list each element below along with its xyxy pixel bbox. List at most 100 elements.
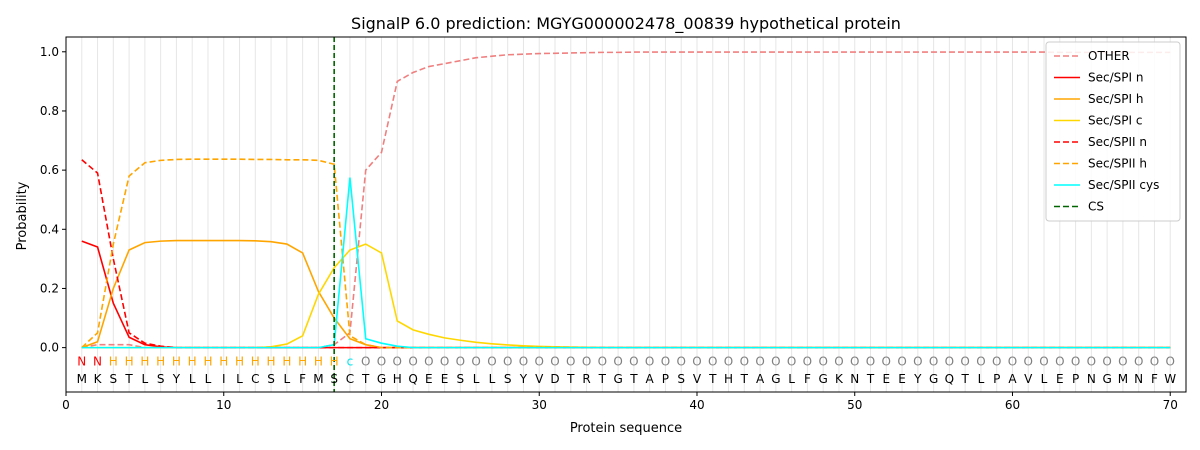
- legend: OTHER Sec/SPI n Sec/SPI h Sec/SPI c Sec/SPII…: [1045, 41, 1181, 222]
- residue-label-11: L: [236, 372, 243, 386]
- region-label-54: O: [913, 354, 922, 368]
- residue-label-60: A: [1008, 372, 1017, 386]
- region-label-50: O: [850, 354, 859, 368]
- region-label-46: O: [787, 354, 796, 368]
- sequence-labels: NMNKHSHTHLHSHYHLHLHIHLHCHSHLHFHMHScCOTOG…: [77, 354, 1177, 386]
- region-label-22: O: [408, 354, 417, 368]
- residue-label-50: N: [850, 372, 859, 386]
- y-tick-label-1: 0.2: [40, 281, 59, 295]
- residue-label-35: G: [613, 372, 622, 386]
- region-label-61: O: [1024, 354, 1033, 368]
- residue-label-17: S: [330, 372, 338, 386]
- residue-label-61: V: [1024, 372, 1033, 386]
- residue-label-47: F: [804, 372, 811, 386]
- region-label-32: O: [566, 354, 575, 368]
- region-label-24: O: [440, 354, 449, 368]
- residue-label-43: T: [740, 372, 749, 386]
- y-tick-label-2: 0.4: [40, 222, 59, 236]
- region-label-25: O: [456, 354, 465, 368]
- region-label-1: N: [77, 354, 86, 368]
- region-label-48: O: [818, 354, 827, 368]
- region-label-29: O: [519, 354, 528, 368]
- region-label-68: O: [1134, 354, 1143, 368]
- residue-label-37: A: [646, 372, 655, 386]
- residue-label-4: T: [124, 372, 133, 386]
- region-label-8: H: [188, 354, 197, 368]
- region-label-4: H: [125, 354, 134, 368]
- x-axis-label: Protein sequence: [570, 421, 682, 436]
- residue-label-46: L: [788, 372, 795, 386]
- series-line-1: [81, 240, 1171, 349]
- residue-label-2: K: [94, 372, 103, 386]
- y-tick-label-0: 0.0: [40, 341, 59, 355]
- legend-label-3: Sec/SPI c: [1088, 114, 1142, 128]
- residue-label-40: V: [693, 372, 702, 386]
- legend-label-1: Sec/SPI n: [1088, 71, 1143, 85]
- region-label-41: O: [708, 354, 717, 368]
- residue-label-36: T: [629, 372, 638, 386]
- region-label-56: O: [945, 354, 954, 368]
- region-label-55: O: [929, 354, 938, 368]
- region-label-66: O: [1102, 354, 1111, 368]
- y-tick-label-4: 0.8: [40, 104, 59, 118]
- series-line-2: [81, 239, 1171, 349]
- residue-label-63: E: [1056, 372, 1064, 386]
- residue-label-1: M: [77, 372, 87, 386]
- residue-label-20: G: [377, 372, 386, 386]
- region-label-9: H: [203, 354, 212, 368]
- region-label-3: H: [109, 354, 118, 368]
- region-label-12: H: [251, 354, 260, 368]
- region-label-2: N: [93, 354, 102, 368]
- region-label-57: O: [960, 354, 969, 368]
- plot-area: [81, 37, 1171, 392]
- region-label-67: O: [1118, 354, 1127, 368]
- residue-label-25: S: [457, 372, 465, 386]
- region-label-58: O: [976, 354, 985, 368]
- residue-label-49: K: [835, 372, 844, 386]
- residue-label-44: A: [756, 372, 765, 386]
- legend-box: [1045, 41, 1181, 222]
- region-label-37: O: [645, 354, 654, 368]
- region-label-63: O: [1055, 354, 1064, 368]
- region-label-27: O: [487, 354, 496, 368]
- residue-label-56: Q: [945, 372, 954, 386]
- chart-title: SignalP 6.0 prediction: MGYG000002478_00…: [351, 14, 901, 34]
- y-tick-label-3: 0.6: [40, 163, 59, 177]
- region-label-39: O: [676, 354, 685, 368]
- region-label-70: O: [1165, 354, 1174, 368]
- residue-label-34: T: [598, 372, 607, 386]
- y-axis: 0.0 0.2 0.4 0.6 0.8 1.0: [40, 45, 66, 355]
- residue-label-14: L: [284, 372, 291, 386]
- residue-label-59: P: [993, 372, 1000, 386]
- region-label-33: O: [582, 354, 591, 368]
- residue-label-31: D: [550, 372, 559, 386]
- region-label-21: O: [393, 354, 402, 368]
- residue-label-64: P: [1072, 372, 1079, 386]
- residue-label-28: S: [504, 372, 512, 386]
- region-label-16: H: [314, 354, 323, 368]
- residue-label-39: S: [677, 372, 685, 386]
- legend-label-4: Sec/SPII n: [1088, 135, 1147, 149]
- plot-frame: [65, 36, 1187, 393]
- region-label-17: H: [330, 354, 339, 368]
- residue-label-13: S: [267, 372, 275, 386]
- residue-label-6: S: [157, 372, 165, 386]
- residue-label-55: G: [929, 372, 938, 386]
- residue-label-52: E: [882, 372, 890, 386]
- x-tick-label-20: 20: [374, 398, 389, 412]
- residue-label-9: L: [205, 372, 212, 386]
- region-label-20: O: [377, 354, 386, 368]
- residue-label-26: L: [473, 372, 480, 386]
- x-tick-label-30: 30: [532, 398, 547, 412]
- residue-label-41: T: [708, 372, 717, 386]
- legend-label-6: Sec/SPII cys: [1088, 178, 1159, 192]
- residue-label-38: P: [662, 372, 669, 386]
- region-label-11: H: [235, 354, 244, 368]
- region-label-35: O: [613, 354, 622, 368]
- residue-label-45: G: [771, 372, 780, 386]
- series-line-4: [81, 159, 1171, 349]
- residue-label-69: F: [1151, 372, 1158, 386]
- legend-label-0: OTHER: [1088, 49, 1130, 63]
- residue-label-66: G: [1102, 372, 1111, 386]
- region-label-5: H: [140, 354, 149, 368]
